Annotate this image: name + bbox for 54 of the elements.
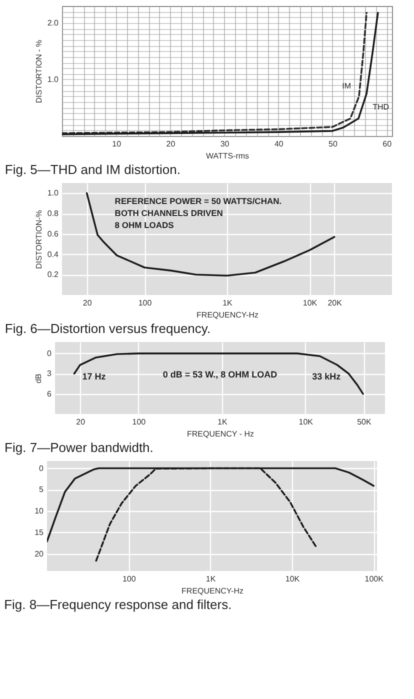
series-label: THD	[372, 102, 390, 112]
y-axis-title: dB	[34, 374, 44, 384]
annotation: REFERENCE POWER = 50 WATTS/CHAN.	[114, 196, 282, 206]
x-axis-title: WATTS-rms	[206, 152, 250, 160]
y-tick-label: 0.4	[47, 250, 60, 259]
y-tick-label: 0.8	[47, 209, 60, 218]
x-tick-label: 1K	[222, 298, 234, 308]
x-tick-label: 10K	[298, 418, 314, 426]
y-tick-label: 10	[34, 506, 44, 516]
y-tick-label: 2.0	[47, 18, 60, 28]
x-tick-label: 100K	[364, 574, 384, 584]
x-tick-label: 60	[382, 140, 392, 148]
y-tick-label: 6	[47, 389, 52, 398]
x-tick-label: 10K	[285, 574, 300, 584]
series-label: IM	[342, 81, 352, 90]
y-axis-title: DISTORTION - %	[34, 40, 44, 104]
x-tick-label: 100	[122, 574, 136, 584]
annotation: 33 kHz	[312, 372, 342, 382]
y-tick-label: 0.2	[47, 270, 60, 280]
x-tick-label: 40	[274, 140, 284, 148]
text: Fig. 6—Distortion versus frequency.	[4, 321, 211, 336]
x-tick-label: 10K	[302, 298, 318, 308]
y-tick-label: 15	[34, 528, 44, 537]
x-axis-title: FREQUENCY-Hz	[196, 310, 258, 320]
annotation: 0 dB = 53 W., 8 OHM LOAD	[162, 369, 278, 380]
annotation: 17 Hz	[82, 372, 106, 382]
annotation: BOTH CHANNELS DRIVEN	[114, 208, 223, 218]
text: Fig. 8—Frequency response and filters.	[4, 597, 232, 612]
x-tick-label: 100	[138, 298, 152, 308]
y-tick-label: 0	[39, 464, 44, 473]
x-tick-label: 20	[76, 418, 86, 426]
y-tick-label: 0	[47, 348, 52, 358]
y-tick-label: 20	[34, 549, 44, 558]
text: Fig. 5—THD and IM distortion.	[4, 162, 180, 177]
y-tick-label: 0.6	[47, 229, 60, 238]
y-tick-label: 1.0	[47, 74, 60, 84]
x-tick-label: 20	[166, 140, 176, 148]
y-tick-label: 1.0	[47, 188, 60, 198]
x-tick-label: 10	[112, 140, 122, 148]
x-tick-label: 50K	[357, 418, 372, 426]
x-tick-label: 100	[132, 418, 146, 426]
x-tick-label: 20	[82, 298, 92, 308]
x-tick-label: 50	[328, 140, 338, 148]
x-tick-label: 20K	[328, 298, 343, 308]
y-tick-label: 5	[39, 485, 44, 494]
text: Fig. 7—Power bandwidth.	[4, 440, 154, 455]
x-axis-title: FREQUENCY-Hz	[182, 586, 244, 596]
y-tick-label: 3	[47, 369, 52, 378]
annotation: 8 OHM LOADS	[114, 220, 174, 230]
y-axis-title: DISTORTION-%	[34, 210, 44, 269]
x-tick-label: 1K	[206, 574, 216, 584]
x-tick-label: 30	[220, 140, 230, 148]
x-tick-label: 1K	[218, 418, 228, 426]
x-axis-title: FREQUENCY - Hz	[187, 430, 254, 438]
